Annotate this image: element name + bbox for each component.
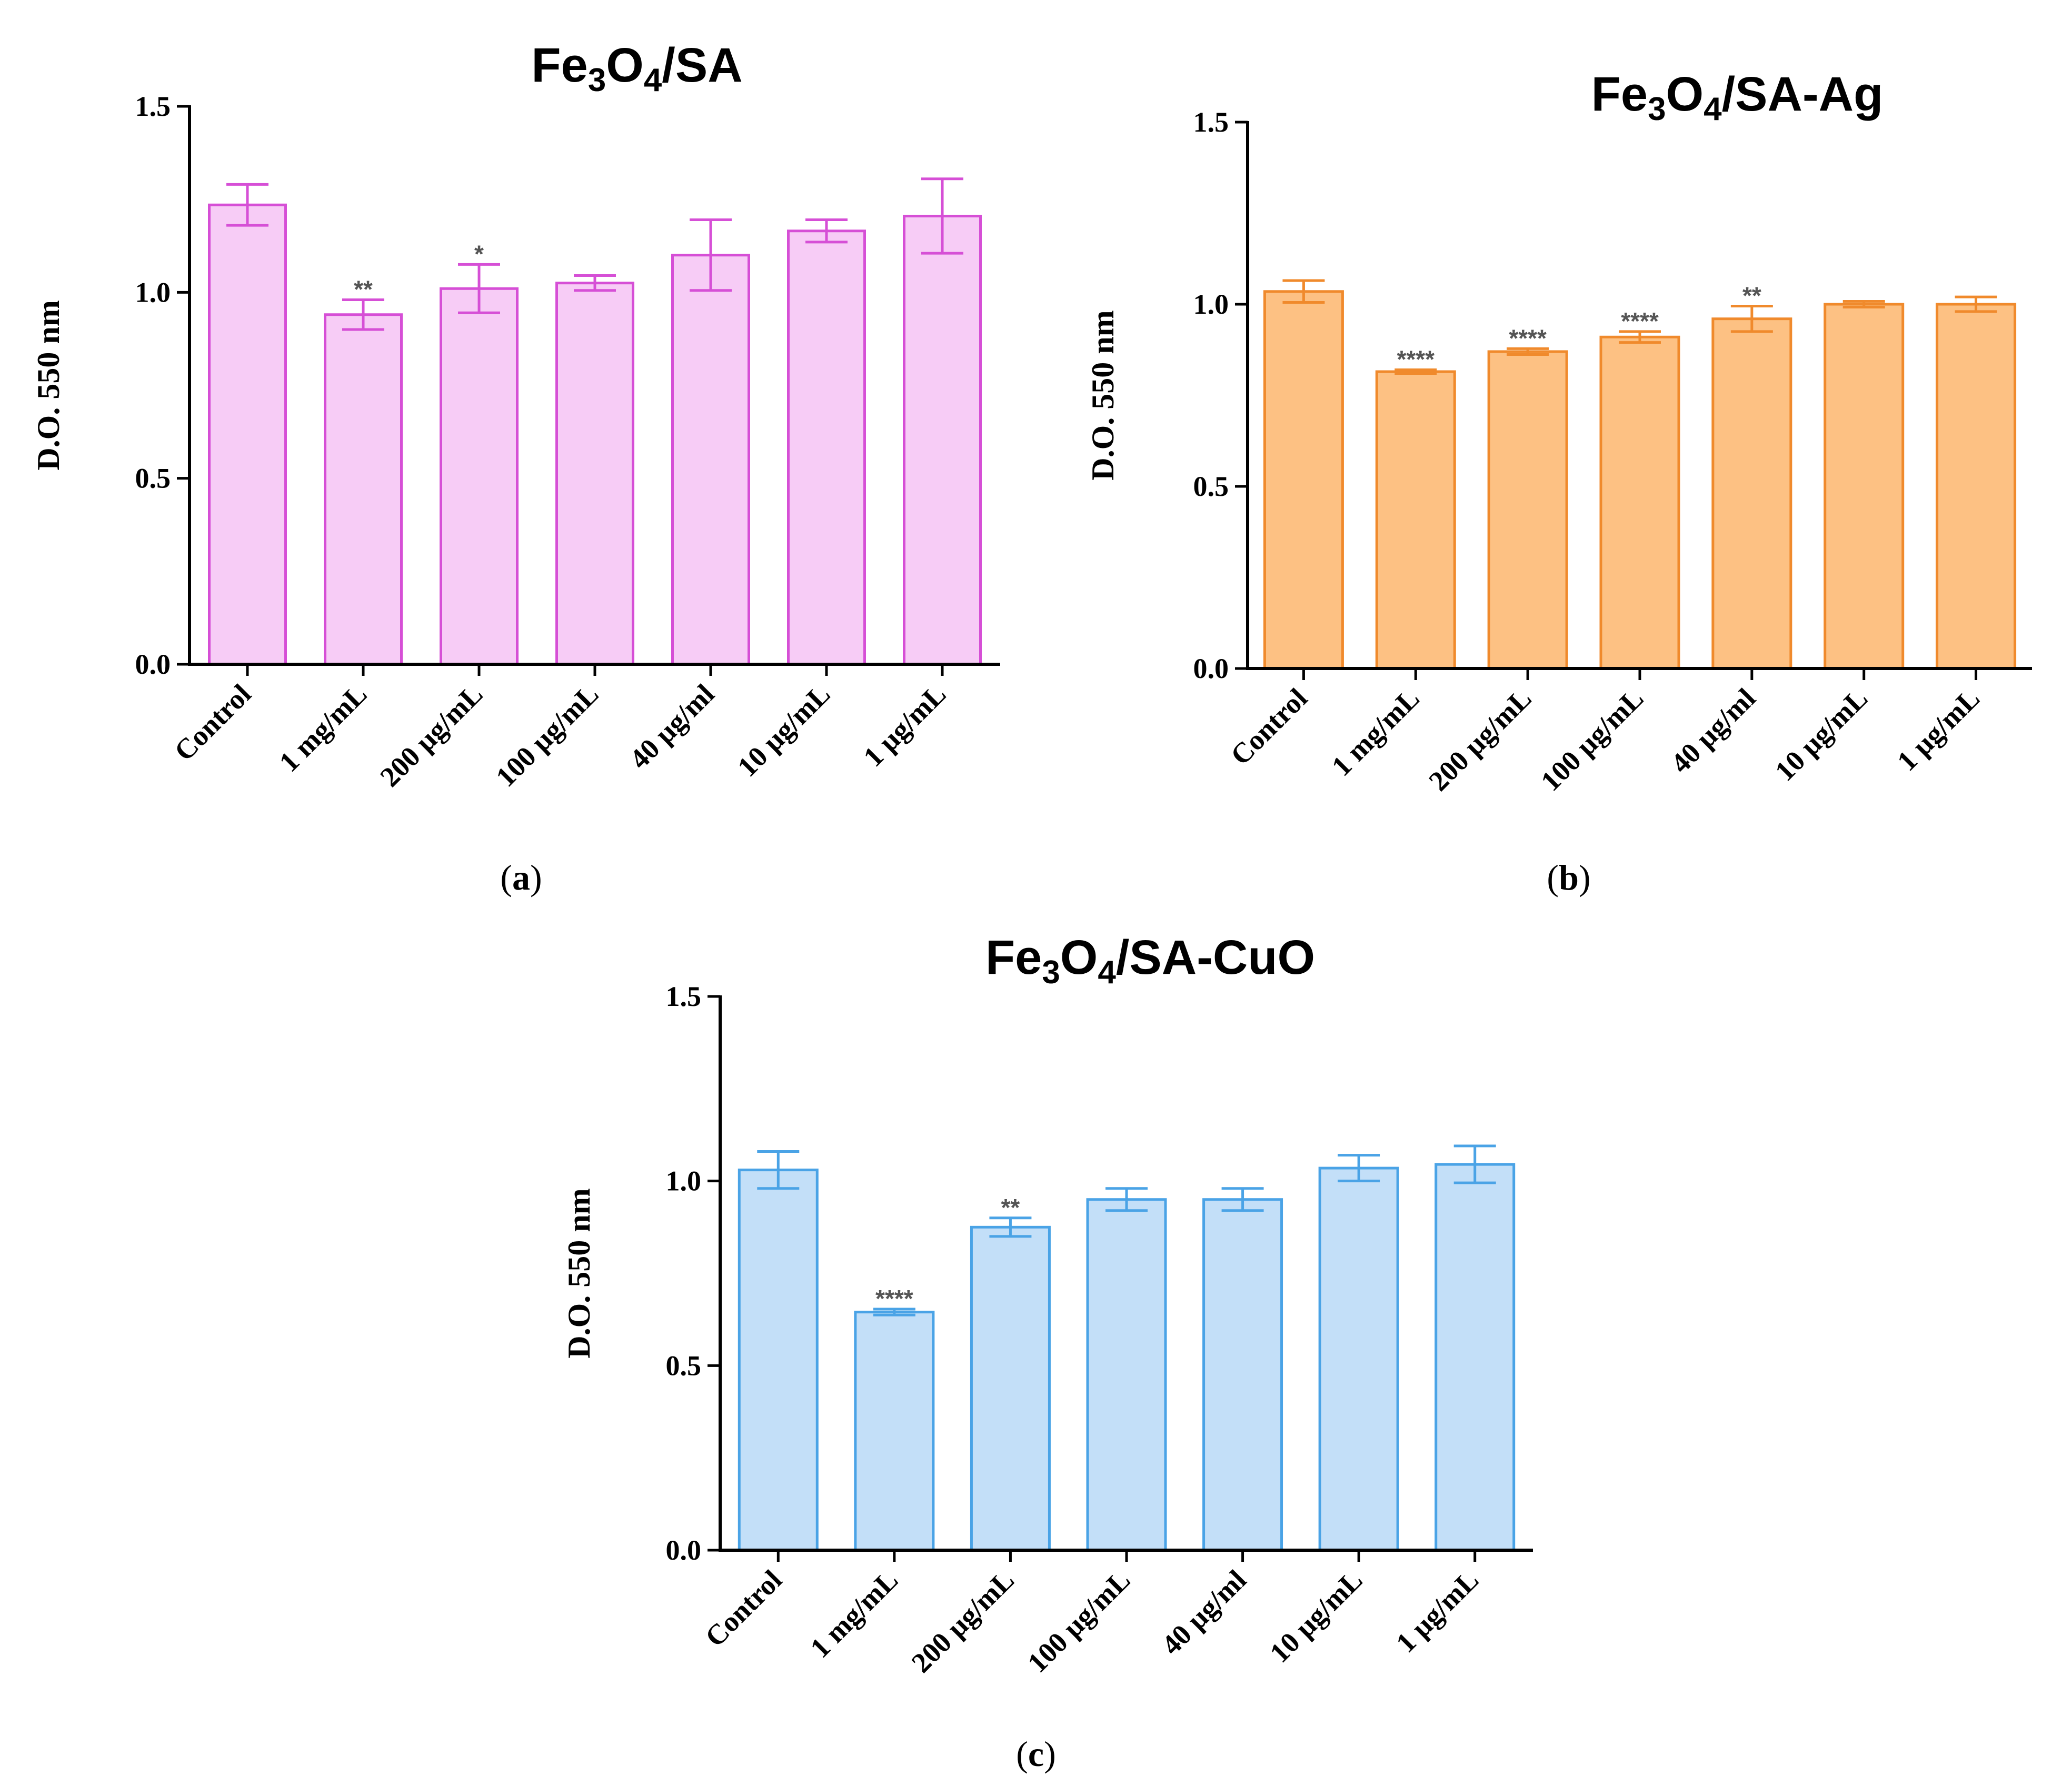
chart-title-a: Fe3O4/SA bbox=[531, 38, 742, 98]
bar-c-4 bbox=[1202, 1198, 1283, 1552]
bar-a-4 bbox=[671, 254, 750, 666]
x-tick-label-b-6: 1 µg/mL bbox=[1891, 682, 1986, 777]
x-tick-label-b-2: 200 µg/mL bbox=[1422, 682, 1537, 797]
x-tick-label-a-0: Control bbox=[168, 678, 257, 767]
error-bar-a-2 bbox=[458, 263, 500, 314]
chart-title-c: Fe3O4/SA-CuO bbox=[985, 931, 1315, 991]
x-tick-label-c-3: 100 µg/mL bbox=[1021, 1564, 1136, 1679]
error-bar-c-5 bbox=[1338, 1154, 1380, 1183]
bar-b-5 bbox=[1824, 303, 1905, 670]
bar-c-2 bbox=[970, 1225, 1051, 1552]
bar-b-4 bbox=[1711, 317, 1792, 670]
significance-marker-b-2: **** bbox=[1509, 324, 1547, 352]
error-bar-c-2 bbox=[989, 1216, 1032, 1238]
chart-title-b: Fe3O4/SA-Ag bbox=[1591, 67, 1884, 127]
error-bar-a-5 bbox=[805, 218, 848, 244]
significance-marker-c-2: ** bbox=[1001, 1194, 1020, 1221]
x-tick-label-c-1: 1 mg/mL bbox=[804, 1564, 904, 1664]
y-tick-label-b-2: 1.0 bbox=[1193, 288, 1229, 320]
panel-label-a: (a) bbox=[500, 857, 542, 897]
x-tick-label-a-2: 200 µg/mL bbox=[374, 678, 489, 793]
y-tick-label-c-1: 0.5 bbox=[666, 1350, 702, 1381]
significance-marker-a-1: ** bbox=[354, 275, 373, 303]
significance-marker-b-1: **** bbox=[1397, 346, 1435, 373]
error-bar-b-6 bbox=[1955, 295, 1997, 313]
significance-marker-b-3: **** bbox=[1621, 307, 1659, 335]
x-tick-label-c-4: 40 µg/ml bbox=[1155, 1564, 1252, 1661]
error-bar-a-4 bbox=[690, 218, 732, 292]
bar-b-0 bbox=[1263, 290, 1344, 670]
y-tick-label-c-3: 1.5 bbox=[666, 981, 702, 1012]
x-tick-label-b-5: 10 µg/mL bbox=[1769, 682, 1874, 787]
error-bar-a-3 bbox=[574, 274, 616, 292]
y-axis-label-b: D.O. 550 nm bbox=[1085, 310, 1120, 480]
chart-panel-b: Fe3O4/SA-Ag D.O. 550 nm Control **** 1 mg/mL… bbox=[1085, 67, 2032, 797]
bar-a-3 bbox=[555, 282, 634, 666]
x-tick-label-c-0: Control bbox=[699, 1564, 788, 1653]
bar-a-0 bbox=[208, 203, 287, 666]
bar-c-5 bbox=[1318, 1166, 1399, 1552]
error-bar-c-4 bbox=[1221, 1187, 1264, 1212]
x-tick-label-a-6: 1 µg/mL bbox=[857, 678, 952, 773]
y-tick-label-a-2: 1.0 bbox=[135, 276, 171, 308]
bar-a-6 bbox=[903, 214, 982, 666]
x-tick-label-b-0: Control bbox=[1224, 682, 1313, 771]
y-tick-label-a-3: 1.5 bbox=[135, 91, 171, 122]
bar-a-1 bbox=[324, 313, 403, 666]
error-bar-c-3 bbox=[1105, 1187, 1148, 1212]
bar-a-5 bbox=[787, 230, 866, 666]
x-tick-label-b-4: 40 µg/ml bbox=[1665, 682, 1761, 779]
significance-marker-b-4: ** bbox=[1742, 282, 1761, 309]
x-tick-label-c-2: 200 µg/mL bbox=[905, 1564, 1020, 1679]
bar-b-1 bbox=[1375, 370, 1456, 670]
x-tick-label-a-4: 40 µg/ml bbox=[623, 678, 720, 775]
bar-b-2 bbox=[1487, 350, 1568, 670]
y-axis-label-a: D.O. 550 nm bbox=[31, 300, 66, 470]
x-tick-label-a-3: 100 µg/mL bbox=[490, 678, 604, 793]
x-tick-label-b-3: 100 µg/mL bbox=[1535, 682, 1649, 797]
error-bar-c-0 bbox=[757, 1150, 800, 1190]
error-bar-b-0 bbox=[1282, 279, 1325, 304]
bar-c-6 bbox=[1435, 1163, 1516, 1552]
error-bar-b-2 bbox=[1507, 347, 1549, 356]
error-bar-b-3 bbox=[1619, 330, 1661, 344]
chart-panel-a: Fe3O4/SA D.O. 550 nm Control ** 1 mg/mL * 200 … bbox=[31, 38, 1000, 793]
bar-b-3 bbox=[1599, 335, 1680, 670]
error-bar-b-4 bbox=[1730, 304, 1773, 333]
error-bar-b-5 bbox=[1842, 300, 1885, 309]
error-bar-a-6 bbox=[921, 177, 963, 255]
panel-label-c: (c) bbox=[1016, 1734, 1056, 1774]
x-tick-label-a-1: 1 mg/mL bbox=[273, 678, 373, 778]
significance-marker-a-2: * bbox=[474, 240, 484, 267]
bar-c-1 bbox=[854, 1311, 935, 1552]
error-bar-a-1 bbox=[342, 298, 384, 331]
panel-label-b: (b) bbox=[1547, 857, 1590, 897]
error-bar-c-6 bbox=[1453, 1144, 1496, 1184]
bar-c-3 bbox=[1086, 1198, 1167, 1552]
y-tick-label-c-0: 0.0 bbox=[666, 1534, 702, 1566]
x-tick-label-a-5: 10 µg/mL bbox=[731, 678, 836, 783]
bar-c-0 bbox=[738, 1169, 819, 1552]
x-tick-label-c-6: 1 µg/mL bbox=[1390, 1564, 1485, 1659]
error-bar-c-1 bbox=[873, 1308, 915, 1316]
bar-b-6 bbox=[1936, 303, 2017, 670]
x-tick-label-c-5: 10 µg/mL bbox=[1263, 1564, 1368, 1669]
x-tick-label-b-1: 1 mg/mL bbox=[1326, 682, 1426, 782]
chart-panel-c: Fe3O4/SA-CuO D.O. 550 nm Control **** 1 mg/m… bbox=[562, 931, 1533, 1679]
error-bar-a-0 bbox=[226, 183, 268, 227]
y-tick-label-b-1: 0.5 bbox=[1193, 471, 1229, 502]
y-tick-label-a-1: 0.5 bbox=[135, 463, 171, 494]
y-tick-label-c-2: 1.0 bbox=[666, 1165, 702, 1197]
error-bar-b-1 bbox=[1394, 368, 1437, 375]
bar-a-2 bbox=[440, 287, 519, 666]
y-tick-label-b-0: 0.0 bbox=[1193, 653, 1229, 684]
y-axis-label-c: D.O. 550 nm bbox=[562, 1188, 596, 1358]
y-tick-label-a-0: 0.0 bbox=[135, 648, 171, 680]
significance-marker-c-1: **** bbox=[875, 1285, 913, 1312]
y-tick-label-b-3: 1.5 bbox=[1193, 106, 1229, 138]
